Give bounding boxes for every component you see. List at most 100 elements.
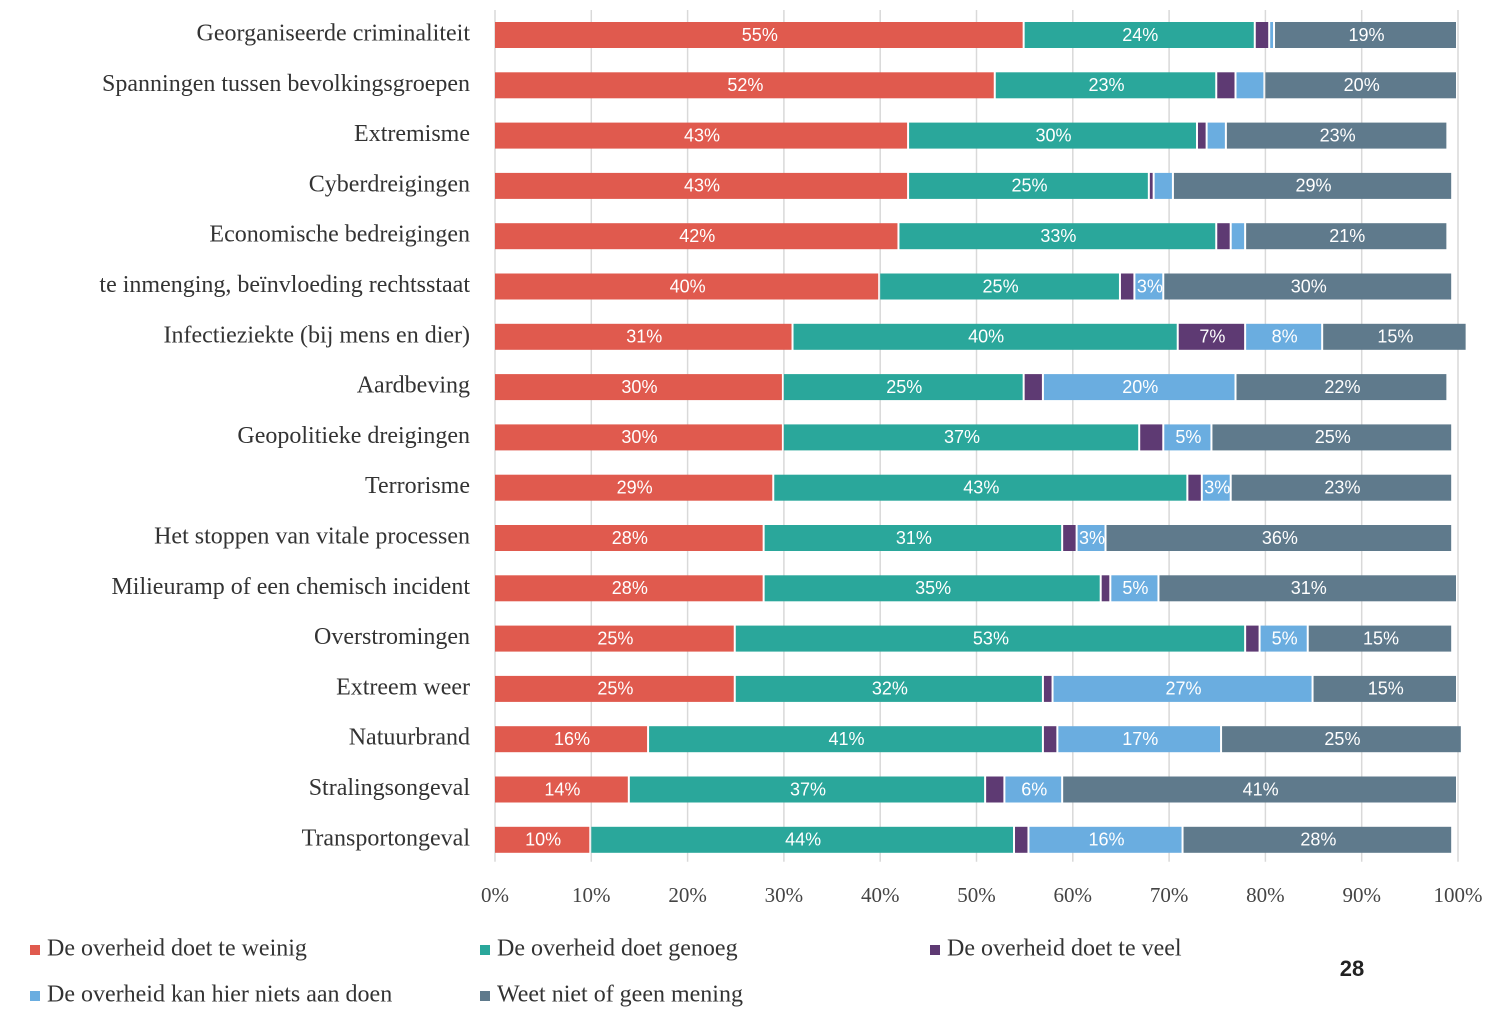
data-label: 36%	[1262, 528, 1298, 548]
data-label: 15%	[1368, 679, 1404, 699]
bar-segment	[774, 474, 1187, 501]
x-tick-label: 90%	[1342, 883, 1381, 907]
x-tick-label: 70%	[1150, 883, 1189, 907]
bar-segment	[1178, 323, 1245, 350]
data-label: 52%	[727, 75, 763, 95]
legend-label: De overheid doet te veel	[947, 936, 1182, 962]
data-label: 25%	[597, 628, 633, 648]
bar-segment	[649, 726, 1042, 753]
x-tick-label: 20%	[668, 883, 707, 907]
data-label: 5%	[1175, 427, 1201, 447]
bar-segment	[495, 575, 763, 602]
bar-segment	[495, 223, 898, 250]
bar-segment	[1043, 726, 1057, 753]
data-label: 43%	[684, 125, 720, 145]
category-label: Het stoppen van vitale processen	[154, 524, 470, 550]
bar-segment	[1101, 575, 1110, 602]
data-label: 25%	[597, 679, 633, 699]
category-label: Cyberdreigingen	[309, 171, 470, 197]
bar-segment	[735, 625, 1245, 652]
data-label: 6%	[1021, 779, 1047, 799]
bar-segment	[1043, 374, 1235, 401]
bar-segment	[495, 122, 908, 149]
data-label: 41%	[828, 729, 864, 749]
category-label: Georganiseerde criminaliteit	[197, 21, 471, 47]
bar-segment	[1265, 72, 1456, 99]
category-label: Infectieziekte (bij mens en dier)	[163, 322, 470, 348]
bar-segment	[1029, 826, 1182, 853]
category-label: Aardbeving	[357, 373, 470, 399]
bar-segment	[495, 625, 734, 652]
legend-swatch	[30, 991, 40, 1001]
bar-segment	[1111, 575, 1158, 602]
bar-segment	[1063, 525, 1076, 551]
data-label: 23%	[1320, 125, 1356, 145]
data-label: 20%	[1344, 75, 1380, 95]
data-label: 25%	[1324, 729, 1360, 749]
category-label: Extreem weer	[336, 674, 470, 700]
data-label: 14%	[544, 779, 580, 799]
data-label: 5%	[1272, 628, 1298, 648]
data-label: 8%	[1272, 327, 1298, 347]
bar-segment	[495, 525, 763, 551]
bar-segment	[1183, 826, 1452, 853]
bar-segment	[495, 273, 879, 300]
data-label: 27%	[1166, 679, 1202, 699]
bar-segment	[1207, 122, 1225, 149]
bar-segment	[764, 575, 1100, 602]
bar-segment	[1202, 474, 1230, 501]
x-tick-label: 80%	[1246, 883, 1285, 907]
data-label: 5%	[1122, 578, 1148, 598]
bar-segment	[986, 776, 1004, 803]
bar-segment	[495, 172, 908, 199]
data-label: 23%	[1088, 75, 1124, 95]
bar-segment	[1197, 122, 1206, 149]
category-label: Natuurbrand	[349, 725, 470, 751]
data-label: 15%	[1377, 327, 1413, 347]
bar-segment	[783, 374, 1023, 401]
bar-segment	[1246, 223, 1447, 250]
x-tick-label: 100%	[1434, 883, 1483, 907]
data-label: 3%	[1137, 276, 1163, 296]
bar-segment	[1164, 273, 1452, 300]
data-label: 25%	[886, 377, 922, 397]
data-label: 7%	[1199, 327, 1225, 347]
data-label: 28%	[612, 528, 648, 548]
bar-segment	[1140, 424, 1163, 451]
data-label: 30%	[1291, 276, 1327, 296]
bar-segment	[1260, 625, 1307, 652]
bar-segment	[1159, 575, 1456, 602]
legend-swatch	[480, 945, 490, 955]
category-label: Transportongeval	[302, 825, 471, 851]
bar-segment	[1212, 424, 1452, 451]
data-label: 3%	[1204, 477, 1230, 497]
category-label: Stralingsongeval	[309, 775, 471, 801]
data-label: 53%	[973, 628, 1009, 648]
bar-segment	[735, 675, 1042, 702]
bar-segment	[1231, 223, 1245, 250]
bar-segment	[1217, 72, 1235, 99]
category-label: Milieuramp of een chemisch incident	[111, 574, 470, 600]
legend-swatch	[30, 945, 40, 955]
bar-segment	[495, 675, 734, 702]
data-label: 31%	[1291, 578, 1327, 598]
data-label: 15%	[1363, 628, 1399, 648]
bar-segment	[1255, 22, 1269, 48]
bar-segment	[1015, 826, 1028, 853]
category-label: Geopolitieke dreigingen	[237, 423, 470, 449]
data-label: 55%	[742, 25, 778, 45]
bar-segment	[1246, 625, 1259, 652]
data-label: 30%	[1036, 125, 1072, 145]
bar-segment	[1106, 525, 1452, 551]
data-label: 25%	[983, 276, 1019, 296]
data-label: 33%	[1040, 226, 1076, 246]
data-label: 44%	[785, 830, 821, 850]
data-label: 22%	[1324, 377, 1360, 397]
bar-segment	[495, 826, 590, 853]
data-label: 41%	[1243, 779, 1279, 799]
category-label: te inmenging, beïnvloeding rechtsstaat	[99, 272, 470, 298]
data-label: 42%	[679, 226, 715, 246]
data-label: 37%	[944, 427, 980, 447]
data-label: 25%	[1315, 427, 1351, 447]
bar-segment	[1053, 675, 1312, 702]
